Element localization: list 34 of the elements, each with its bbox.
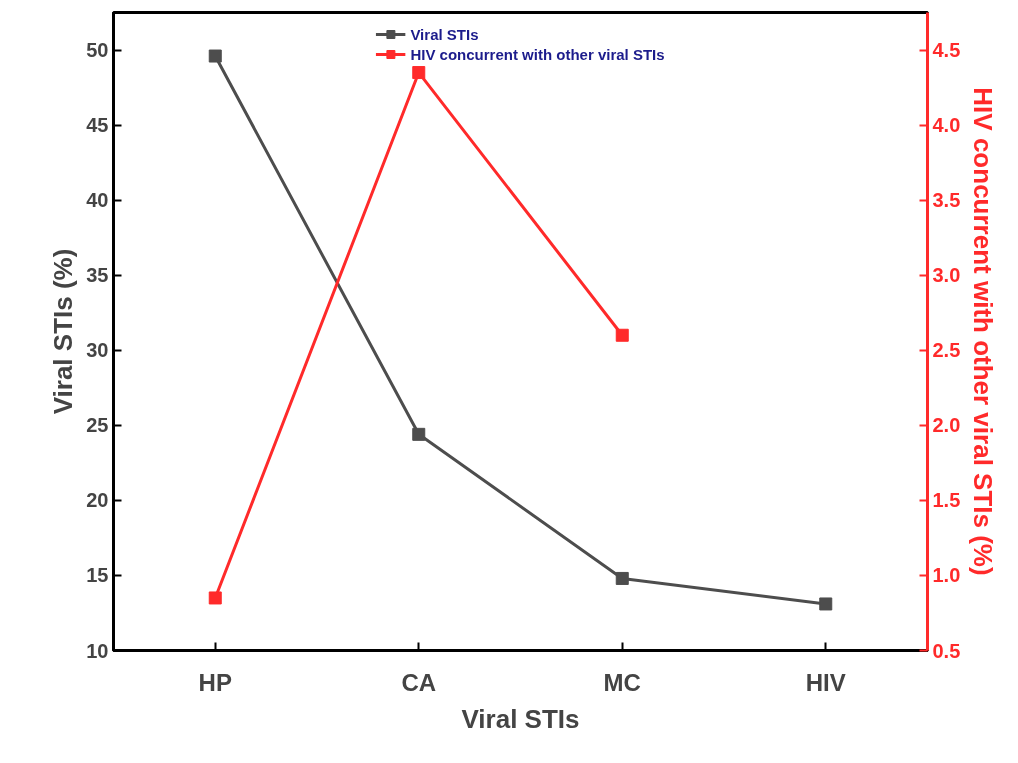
- legend-label: Viral STIs: [410, 25, 479, 43]
- y-tick-label: 35: [86, 264, 109, 287]
- point: [615, 328, 629, 342]
- y2-tick-label: 4.5: [932, 39, 961, 62]
- x-tick-label: CA: [401, 668, 437, 696]
- y2-tick-label: 2.0: [932, 414, 961, 437]
- y2-tick-label: 3.5: [932, 189, 961, 212]
- y2-axis-title: HIV concurrent with other viral STIs (%): [968, 87, 999, 576]
- x-axis-title: Viral STIs: [461, 703, 580, 734]
- y-tick-label: 30: [86, 339, 109, 362]
- y-tick-label: 25: [86, 414, 109, 437]
- point: [208, 591, 222, 605]
- y2-tick-label: 1.0: [932, 564, 961, 587]
- point: [412, 66, 426, 80]
- point: [819, 597, 833, 611]
- x-tick-label: HP: [198, 668, 232, 696]
- y2-tick-label: 0.5: [932, 639, 961, 662]
- y2-tick-label: 4.0: [932, 114, 961, 137]
- y-tick-label: 10: [86, 639, 109, 662]
- point: [615, 571, 629, 585]
- y-tick-label: 20: [86, 489, 109, 512]
- y2-tick-label: 3.0: [932, 264, 961, 287]
- y2-tick-label: 2.5: [932, 339, 961, 362]
- y-tick-label: 50: [86, 39, 109, 62]
- x-tick-label: HIV: [805, 668, 846, 696]
- y-tick-label: 15: [86, 564, 109, 587]
- y-tick-label: 45: [86, 114, 109, 137]
- y-axis-title: Viral STIs (%): [48, 248, 79, 415]
- point: [412, 427, 426, 441]
- y-tick-label: 40: [86, 189, 109, 212]
- point: [208, 49, 222, 63]
- y2-tick-label: 1.5: [932, 489, 961, 512]
- legend-label: HIV concurrent with other viral STIs: [410, 45, 665, 63]
- x-tick-label: MC: [603, 668, 641, 696]
